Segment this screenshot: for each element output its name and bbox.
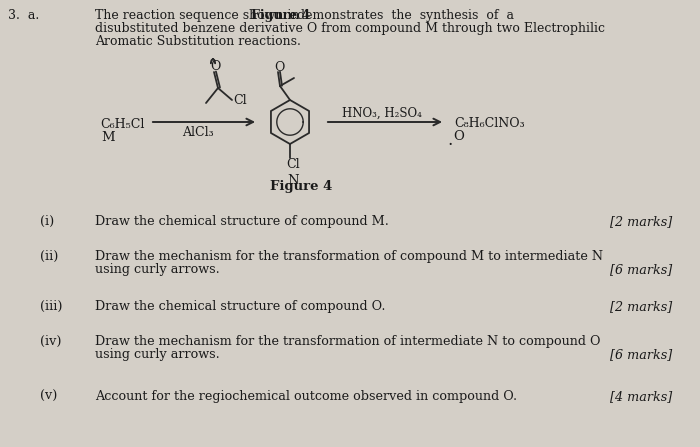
Text: demonstrates  the  synthesis  of  a: demonstrates the synthesis of a — [293, 9, 514, 22]
Text: Aromatic Substitution reactions.: Aromatic Substitution reactions. — [95, 35, 301, 48]
Text: Account for the regiochemical outcome observed in compound O.: Account for the regiochemical outcome ob… — [95, 390, 517, 403]
Text: (iv): (iv) — [40, 335, 62, 348]
Text: AlCl₃: AlCl₃ — [182, 126, 214, 139]
Text: C₆H₅Cl: C₆H₅Cl — [100, 118, 144, 131]
Text: using curly arrows.: using curly arrows. — [95, 263, 220, 276]
Text: (i): (i) — [40, 215, 55, 228]
Text: Draw the mechanism for the transformation of intermediate N to compound O: Draw the mechanism for the transformatio… — [95, 335, 601, 348]
Text: (ii): (ii) — [40, 250, 58, 263]
Text: [4 marks]: [4 marks] — [610, 390, 672, 403]
Text: [6 marks]: [6 marks] — [610, 263, 672, 276]
Text: [2 marks]: [2 marks] — [610, 215, 672, 228]
Text: O: O — [453, 130, 464, 143]
Text: N: N — [287, 174, 299, 187]
Text: Figure 4: Figure 4 — [251, 9, 310, 22]
Text: Draw the chemical structure of compound M.: Draw the chemical structure of compound … — [95, 215, 389, 228]
Text: Figure 4: Figure 4 — [270, 180, 332, 193]
Text: Draw the mechanism for the transformation of compound M to intermediate N: Draw the mechanism for the transformatio… — [95, 250, 603, 263]
Text: disubstituted benzene derivative O from compound M through two Electrophilic: disubstituted benzene derivative O from … — [95, 22, 605, 35]
Text: (v): (v) — [40, 390, 57, 403]
Text: (iii): (iii) — [40, 300, 62, 313]
Text: Draw the chemical structure of compound O.: Draw the chemical structure of compound … — [95, 300, 386, 313]
Text: [6 marks]: [6 marks] — [610, 348, 672, 361]
Text: HNO₃, H₂SO₄: HNO₃, H₂SO₄ — [342, 107, 422, 120]
Text: Cl: Cl — [233, 94, 246, 107]
Text: O: O — [274, 61, 284, 74]
Text: O: O — [210, 60, 220, 73]
Text: C₈H₆ClNO₃: C₈H₆ClNO₃ — [454, 117, 524, 130]
Text: 3.  a.: 3. a. — [8, 9, 39, 22]
Text: using curly arrows.: using curly arrows. — [95, 348, 220, 361]
Text: M: M — [101, 131, 115, 144]
Text: [2 marks]: [2 marks] — [610, 300, 672, 313]
Text: .: . — [447, 132, 452, 149]
Text: The reaction sequence shown in: The reaction sequence shown in — [95, 9, 303, 22]
Text: Cl: Cl — [286, 158, 300, 171]
